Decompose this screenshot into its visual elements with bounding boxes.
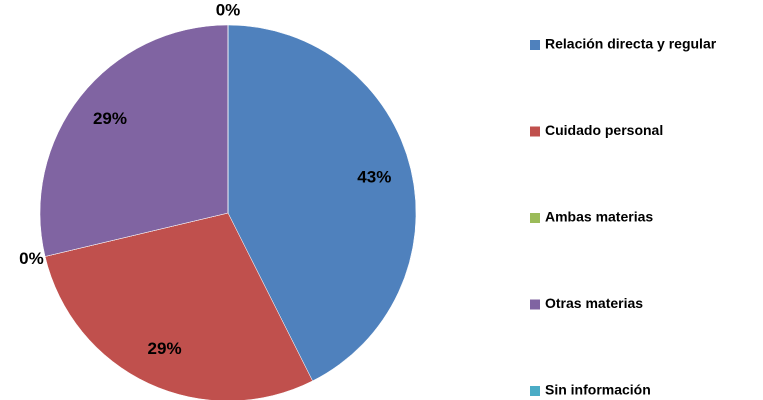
legend-label: Ambas materias <box>545 209 653 225</box>
data-label: 0% <box>216 0 241 19</box>
data-label: 43% <box>357 168 391 187</box>
legend-swatch <box>530 40 540 50</box>
legend-swatch <box>530 299 540 310</box>
pie-slice <box>227 24 417 382</box>
data-label: 29% <box>148 339 182 358</box>
data-label: 29% <box>93 109 127 128</box>
data-label: 0% <box>19 249 44 268</box>
legend-swatch <box>530 126 540 137</box>
legend-label: Cuidado personal <box>545 122 663 138</box>
pie-slice <box>44 212 313 400</box>
legend-label: Relación directa y regular <box>545 36 717 52</box>
pie-slice <box>39 24 229 257</box>
legend-label: Sin información <box>545 382 651 398</box>
legend-swatch <box>530 213 540 223</box>
legend-swatch <box>530 386 540 396</box>
legend-label: Otras materias <box>545 295 643 311</box>
